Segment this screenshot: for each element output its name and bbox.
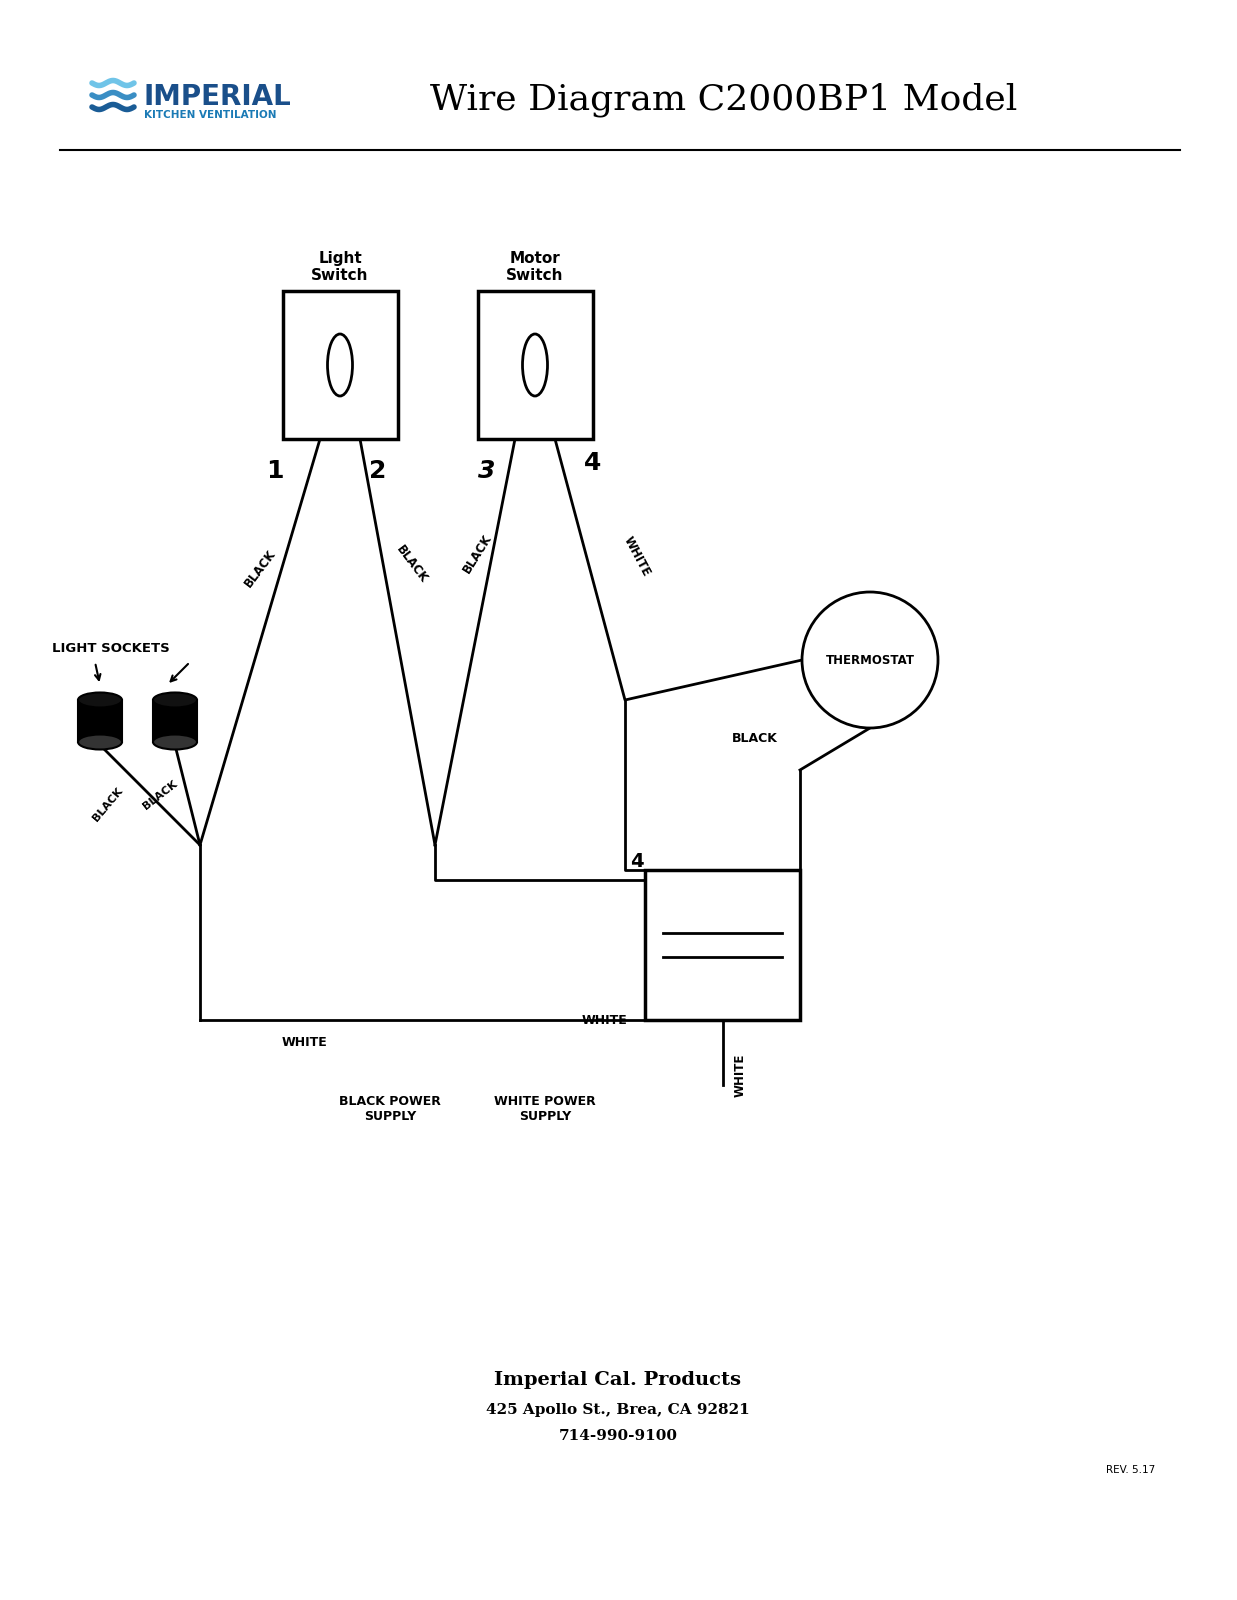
Text: BLACK POWER
SUPPLY: BLACK POWER SUPPLY [339, 1094, 440, 1123]
Text: BLACK: BLACK [241, 547, 278, 590]
Text: BLACK: BLACK [141, 779, 179, 811]
Text: 714-990-9100: 714-990-9100 [558, 1429, 678, 1443]
Text: 3: 3 [479, 459, 496, 483]
Text: WHITE: WHITE [282, 1037, 328, 1050]
Text: 2: 2 [370, 459, 387, 483]
Ellipse shape [328, 334, 353, 395]
Text: 4: 4 [584, 451, 601, 475]
Text: WHITE: WHITE [734, 1053, 747, 1096]
Ellipse shape [522, 334, 548, 395]
Text: WHITE POWER
SUPPLY: WHITE POWER SUPPLY [494, 1094, 596, 1123]
Circle shape [802, 592, 938, 728]
FancyBboxPatch shape [153, 701, 197, 742]
Ellipse shape [153, 734, 197, 749]
Text: BLACK: BLACK [393, 542, 430, 586]
Text: Imperial Cal. Products: Imperial Cal. Products [495, 1371, 741, 1389]
Text: LIGHT SOCKETS: LIGHT SOCKETS [52, 642, 169, 654]
Text: Motor
Switch: Motor Switch [506, 251, 564, 283]
FancyBboxPatch shape [78, 701, 122, 742]
Ellipse shape [153, 693, 197, 707]
Text: WHITE: WHITE [581, 1013, 627, 1027]
FancyBboxPatch shape [644, 870, 800, 1021]
Text: Light
Switch: Light Switch [312, 251, 369, 283]
Text: BLACK: BLACK [92, 786, 125, 824]
Text: 4: 4 [630, 851, 643, 870]
Text: WHITE: WHITE [621, 534, 653, 579]
Text: BLACK: BLACK [732, 731, 778, 744]
Text: Wire Diagram C2000BP1 Model: Wire Diagram C2000BP1 Model [430, 83, 1017, 117]
Text: THERMOSTAT: THERMOSTAT [825, 653, 914, 667]
Ellipse shape [78, 693, 122, 707]
Ellipse shape [78, 734, 122, 749]
Text: 425 Apollo St., Brea, CA 92821: 425 Apollo St., Brea, CA 92821 [486, 1403, 750, 1418]
Text: KITCHEN VENTILATION: KITCHEN VENTILATION [143, 110, 277, 120]
FancyBboxPatch shape [477, 291, 593, 438]
Text: IMPERIAL: IMPERIAL [143, 83, 292, 110]
Text: BLACK: BLACK [460, 533, 494, 576]
FancyBboxPatch shape [282, 291, 397, 438]
Text: REV. 5.17: REV. 5.17 [1106, 1466, 1155, 1475]
Text: 1: 1 [266, 459, 283, 483]
